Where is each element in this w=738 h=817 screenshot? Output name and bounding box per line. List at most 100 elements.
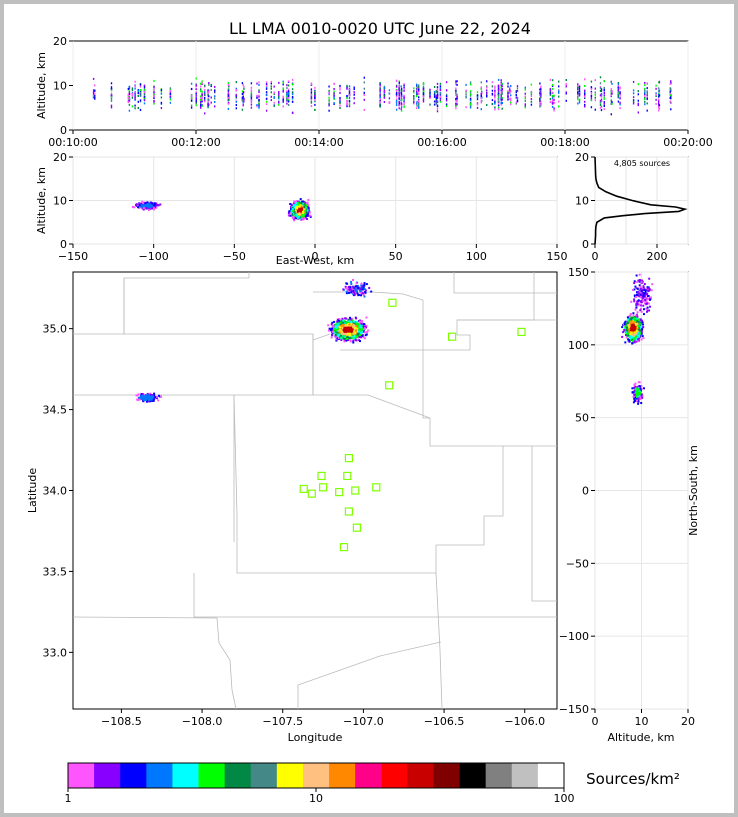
source-point bbox=[510, 99, 512, 102]
source-point bbox=[628, 330, 631, 333]
source-point bbox=[630, 324, 633, 327]
source-point bbox=[621, 335, 624, 338]
source-point bbox=[383, 85, 386, 88]
source-point bbox=[549, 89, 552, 92]
source-point bbox=[350, 291, 353, 294]
source-point bbox=[365, 326, 368, 329]
source-point bbox=[153, 204, 156, 207]
source-point bbox=[278, 103, 280, 106]
source-point bbox=[644, 103, 646, 106]
source-point bbox=[670, 108, 672, 111]
source-point bbox=[352, 334, 355, 337]
source-point bbox=[349, 339, 352, 342]
source-point bbox=[332, 325, 335, 328]
source-point bbox=[307, 208, 310, 211]
map-xlabel: Longitude bbox=[288, 731, 343, 744]
source-point bbox=[242, 95, 244, 98]
source-point bbox=[455, 80, 457, 83]
source-point bbox=[578, 99, 581, 102]
source-point bbox=[623, 323, 626, 326]
source-point bbox=[146, 394, 149, 397]
source-point bbox=[127, 87, 130, 90]
source-point bbox=[286, 90, 288, 93]
source-point bbox=[227, 81, 230, 84]
source-point bbox=[637, 93, 639, 96]
source-point bbox=[141, 393, 144, 395]
source-point bbox=[128, 96, 131, 99]
source-point bbox=[356, 325, 359, 328]
source-point bbox=[359, 328, 362, 331]
source-point bbox=[388, 97, 391, 100]
source-point bbox=[636, 322, 639, 325]
source-point bbox=[270, 87, 272, 90]
source-point bbox=[343, 329, 346, 332]
source-point bbox=[524, 95, 526, 98]
source-point bbox=[626, 319, 629, 322]
station-marker bbox=[385, 381, 394, 390]
source-point bbox=[501, 82, 503, 85]
source-point bbox=[639, 322, 642, 325]
source-point bbox=[418, 100, 420, 103]
source-point bbox=[669, 90, 671, 93]
source-point bbox=[539, 98, 541, 101]
source-point bbox=[365, 283, 368, 286]
source-point bbox=[577, 98, 579, 101]
source-point bbox=[346, 87, 348, 90]
source-point bbox=[635, 333, 638, 336]
source-point bbox=[510, 85, 512, 87]
source-point bbox=[403, 84, 405, 87]
source-point bbox=[633, 326, 636, 329]
source-point bbox=[227, 102, 230, 105]
source-point bbox=[290, 203, 293, 206]
source-point bbox=[214, 89, 216, 92]
source-point bbox=[577, 87, 579, 90]
source-point bbox=[143, 84, 146, 87]
source-point bbox=[540, 85, 542, 88]
source-point bbox=[625, 334, 627, 336]
source-point bbox=[639, 397, 642, 400]
source-point bbox=[141, 200, 144, 203]
source-point bbox=[398, 80, 400, 83]
source-point bbox=[625, 336, 628, 339]
source-point bbox=[524, 99, 526, 102]
source-point bbox=[494, 108, 496, 111]
source-point bbox=[346, 326, 348, 329]
source-point bbox=[147, 400, 150, 403]
source-point bbox=[530, 100, 533, 103]
source-point bbox=[625, 321, 628, 324]
source-point bbox=[500, 103, 502, 106]
source-point bbox=[344, 324, 347, 327]
source-point bbox=[600, 109, 603, 112]
source-point bbox=[639, 330, 642, 333]
tick-label: 0 bbox=[60, 124, 67, 137]
tick-label: −106.0 bbox=[504, 715, 545, 728]
source-point bbox=[584, 78, 586, 81]
source-point bbox=[455, 103, 457, 106]
source-point bbox=[301, 214, 304, 216]
source-point bbox=[639, 329, 641, 332]
source-point bbox=[623, 322, 626, 325]
source-point bbox=[658, 91, 661, 94]
source-point bbox=[348, 289, 351, 291]
source-point bbox=[329, 328, 332, 331]
source-point bbox=[350, 289, 353, 292]
source-point bbox=[600, 100, 603, 102]
source-point bbox=[455, 107, 457, 110]
source-point bbox=[328, 99, 330, 102]
source-point bbox=[160, 90, 163, 93]
source-point bbox=[366, 331, 369, 334]
source-point bbox=[139, 94, 142, 97]
source-point bbox=[153, 208, 156, 211]
source-point bbox=[491, 89, 494, 92]
source-point bbox=[617, 89, 620, 92]
source-point bbox=[549, 98, 552, 101]
source-point bbox=[515, 101, 517, 104]
source-point bbox=[134, 87, 136, 90]
source-point bbox=[354, 325, 357, 328]
source-point bbox=[362, 330, 365, 333]
station-marker bbox=[335, 488, 344, 497]
source-point bbox=[486, 89, 488, 92]
source-point bbox=[207, 106, 209, 109]
source-point bbox=[330, 323, 333, 326]
